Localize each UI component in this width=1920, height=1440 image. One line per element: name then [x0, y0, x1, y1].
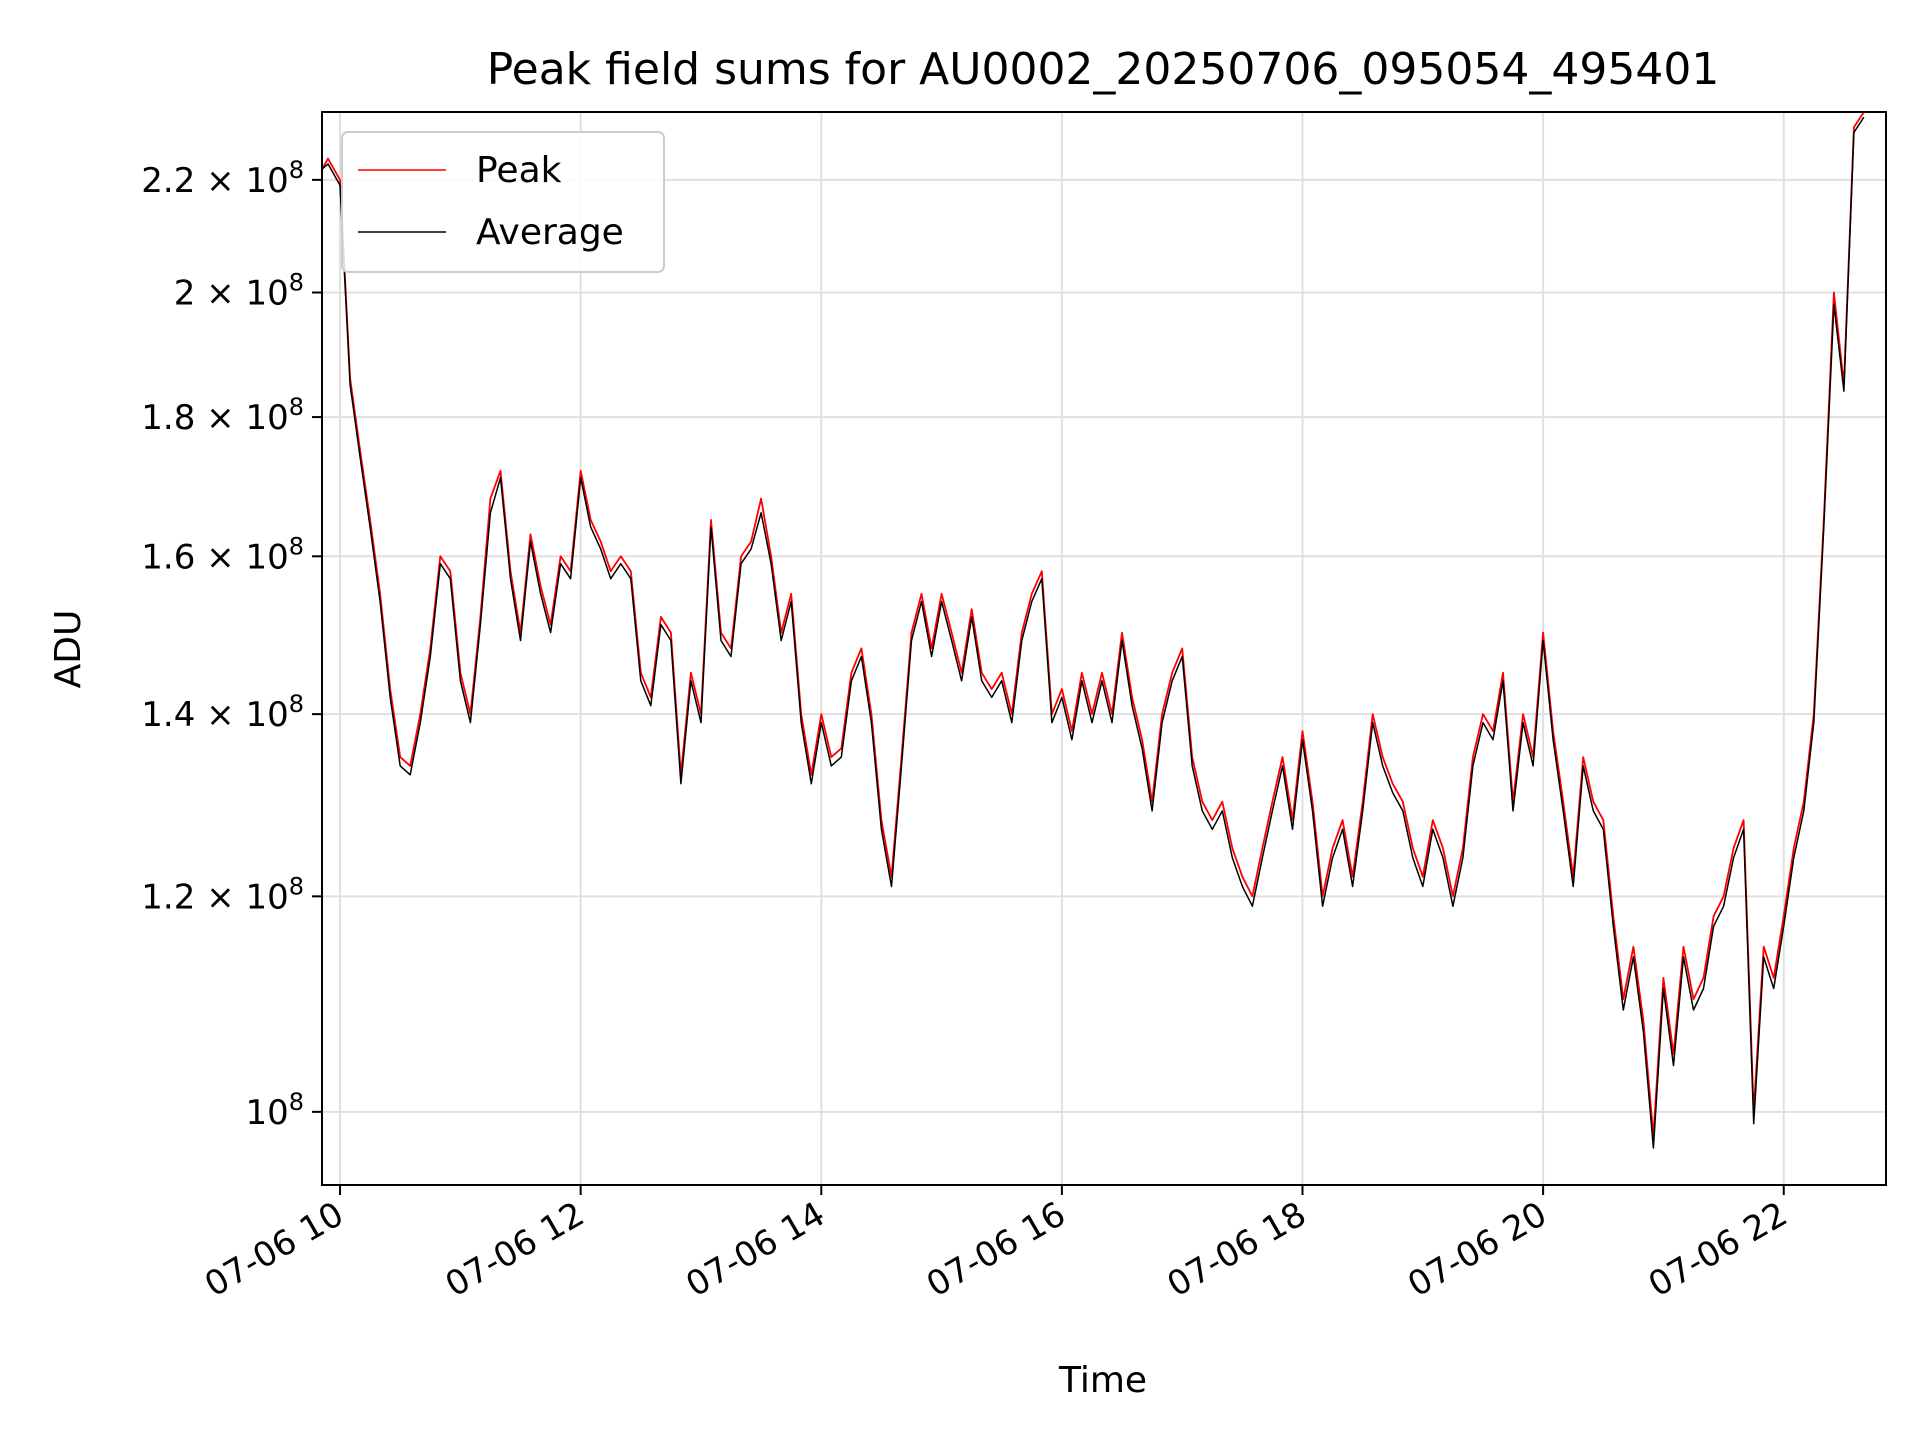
y-tick-label: 108: [245, 1088, 304, 1133]
plot-area-frame: [321, 111, 1887, 1186]
chart-title: Peak field sums for AU0002_20250706_0950…: [487, 44, 1720, 95]
legend: Peak Average: [341, 131, 665, 273]
series-average: [321, 116, 1865, 1149]
x-tick-label: 07-06 20: [1401, 1194, 1553, 1305]
legend-label-average: Average: [476, 212, 624, 253]
x-tick-label: 07-06 12: [439, 1194, 591, 1305]
legend-label-peak: Peak: [476, 150, 562, 191]
x-tick-label: 07-06 22: [1642, 1194, 1794, 1305]
x-tick-label: 07-06 16: [920, 1194, 1072, 1305]
x-axis-label: Time: [1058, 1360, 1147, 1401]
y-tick-label: 1.2 × 108: [141, 872, 304, 917]
x-tick-label: 07-06 10: [198, 1194, 350, 1305]
y-tick-label: 1.6 × 108: [141, 532, 304, 577]
y-tick-label: 2 × 108: [174, 269, 304, 314]
x-tick-label: 07-06 18: [1161, 1194, 1313, 1305]
y-tick-label: 1.8 × 108: [141, 393, 304, 438]
y-tick-label: 2.2 × 108: [141, 156, 304, 201]
x-axis: 07-06 10 07-06 12 07-06 14 07-06 16 07-06 18…: [198, 1185, 1794, 1305]
y-tick-label: 1.4 × 108: [141, 690, 304, 735]
y-axis-label: ADU: [48, 610, 89, 689]
average-line: [321, 116, 1865, 1149]
x-tick-label: 07-06 14: [679, 1194, 831, 1305]
legend-frame: [341, 131, 665, 273]
y-axis: 108 1.2 × 108 1.4 × 108 1.6 × 108 1.8 × 108 2…: [141, 156, 322, 1133]
